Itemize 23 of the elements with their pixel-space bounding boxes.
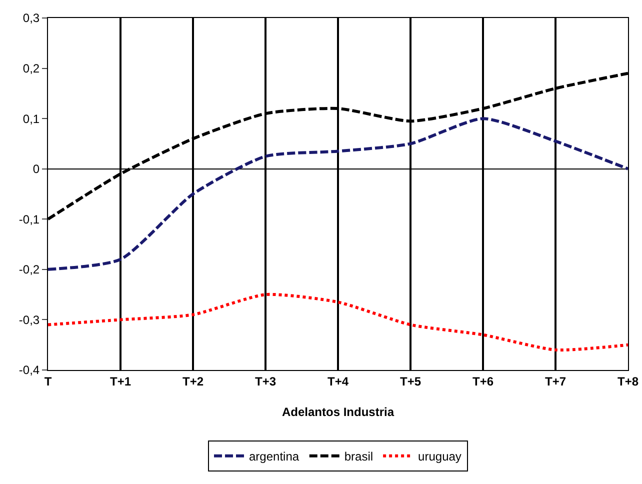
y-tick-label: 0: [32, 162, 40, 176]
x-tick-label: T+8: [617, 374, 639, 388]
x-tick-label: T+5: [400, 374, 422, 388]
legend-label: argentina: [249, 450, 300, 464]
y-tick-label: -0,1: [18, 212, 40, 226]
x-tick-label: T+6: [472, 374, 494, 388]
x-tick-label: T+7: [544, 374, 566, 388]
line-series: [48, 117, 628, 271]
legend-label: uruguay: [418, 450, 462, 464]
x-tick-label: T+1: [110, 374, 132, 388]
y-tick-label: 0,2: [22, 61, 40, 76]
y-tick-label: -0,4: [18, 363, 40, 378]
y-tick-label: 0,1: [22, 112, 40, 126]
x-tick-label: T+2: [182, 374, 204, 388]
y-tick-label: -0,3: [18, 312, 40, 327]
x-tick-label: T+3: [254, 374, 276, 388]
x-tick-label: T: [44, 374, 52, 388]
x-tick-label: T+4: [327, 374, 349, 388]
x-axis-title: Adelantos Industria: [282, 405, 394, 419]
legend-label: brasil: [344, 450, 374, 464]
line-series: [48, 292, 628, 352]
y-tick-label: -0,2: [18, 262, 40, 277]
y-tick-label: 0,3: [22, 11, 40, 26]
